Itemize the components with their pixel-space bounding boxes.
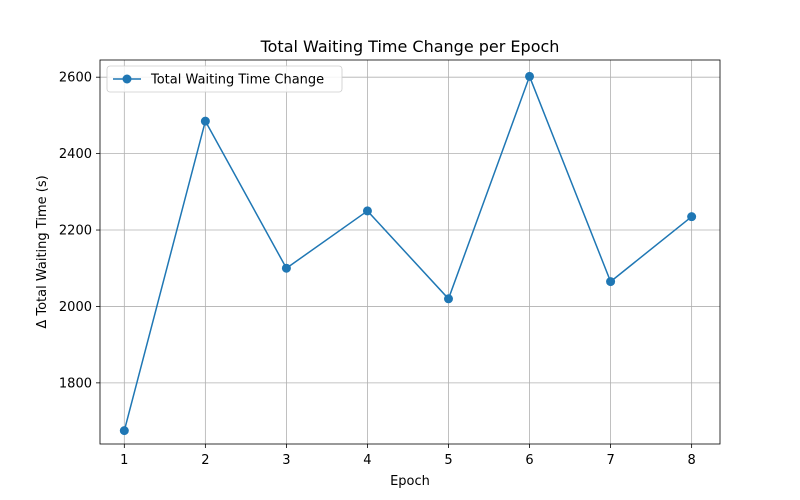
legend-box (106, 65, 343, 93)
x-tick-label: 1 (120, 453, 128, 468)
legend-entry-label: Total Waiting Time Change (150, 73, 324, 88)
data-point (362, 206, 372, 216)
grid-lines (100, 60, 720, 444)
axis-ticks: 1 2 3 4 5 6 7 8 1800 2000 2200 2400 2600 (59, 71, 696, 468)
x-tick-label: 3 (282, 453, 290, 468)
x-tick-label: 4 (363, 453, 371, 468)
data-point (606, 277, 616, 287)
x-tick-label: 2 (201, 453, 209, 468)
x-tick-label: 7 (606, 453, 614, 468)
chart-title: Total Waiting Time Change per Epoch (260, 37, 560, 56)
data-point (525, 71, 535, 81)
y-tick-label: 2600 (59, 71, 92, 86)
data-point (119, 426, 129, 436)
x-tick-label: 6 (525, 453, 533, 468)
legend: Total Waiting Time Change (106, 65, 343, 93)
y-tick-label: 2400 (59, 147, 92, 162)
y-tick-label: 1800 (59, 376, 92, 391)
data-point (281, 263, 291, 273)
data-point (443, 294, 453, 304)
series-line (123, 75, 693, 431)
y-tick-label: 2200 (59, 224, 92, 239)
x-tick-label: 8 (687, 453, 695, 468)
plot-frame (99, 59, 721, 445)
series-layer (119, 71, 697, 436)
x-axis-label: Epoch (390, 474, 430, 489)
data-point (200, 116, 210, 126)
legend-marker-swatch (122, 74, 132, 84)
y-axis-label: Δ Total Waiting Time (s) (35, 175, 50, 328)
data-point (687, 212, 697, 222)
x-tick-label: 5 (444, 453, 452, 468)
y-tick-label: 2000 (59, 300, 92, 315)
